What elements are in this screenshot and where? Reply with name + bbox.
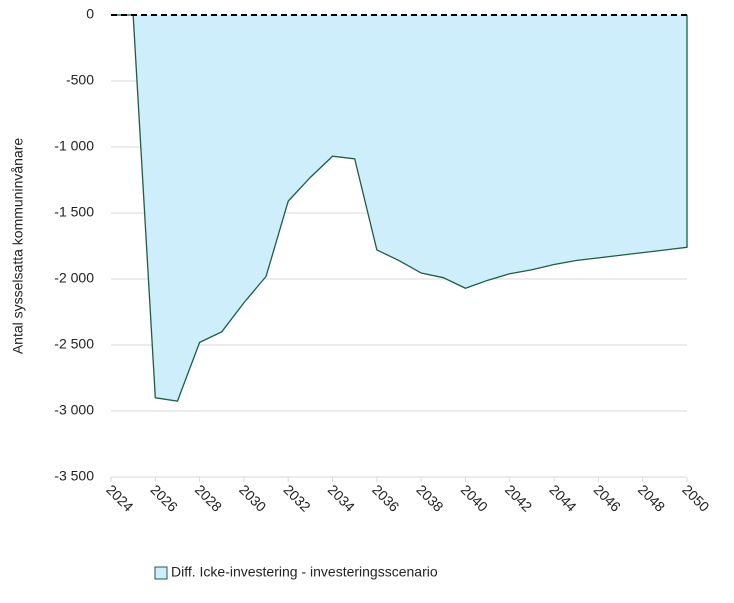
- x-tick-label: 2032: [280, 481, 313, 514]
- area-fill: [111, 15, 687, 402]
- y-tick-label: -2 000: [54, 270, 94, 286]
- y-tick-label: -2 500: [54, 336, 94, 352]
- y-tick-label: -3 000: [54, 402, 94, 418]
- y-axis-label: Antal sysselsatta kommuninvånare: [10, 138, 26, 355]
- y-tick-label: -1 500: [54, 204, 94, 220]
- y-tick-label: -1 000: [54, 138, 94, 154]
- y-tick-label: -500: [66, 72, 94, 88]
- y-tick-label: 0: [86, 6, 94, 22]
- x-tick-label: 2042: [502, 481, 535, 514]
- legend-swatch: [154, 566, 168, 580]
- x-tick-label: 2040: [458, 481, 491, 514]
- area-line: [111, 14, 688, 402]
- x-tick-label: 2028: [192, 481, 225, 514]
- x-tick-label: 2038: [413, 481, 446, 514]
- x-tick-label: 2034: [325, 481, 358, 514]
- x-tick-label: 2024: [103, 481, 136, 514]
- x-tick-label: 2046: [591, 481, 624, 514]
- legend-label: Diff. Icke-investering - investeringssce…: [171, 564, 438, 580]
- x-tick-label: 2050: [679, 481, 712, 514]
- x-tick-label: 2030: [236, 481, 269, 514]
- x-tick-label: 2036: [369, 481, 402, 514]
- x-tick-label: 2026: [148, 481, 181, 514]
- x-tick-label: 2048: [635, 481, 668, 514]
- x-tick-label: 2044: [546, 481, 579, 514]
- y-tick-label: -3 500: [54, 468, 94, 484]
